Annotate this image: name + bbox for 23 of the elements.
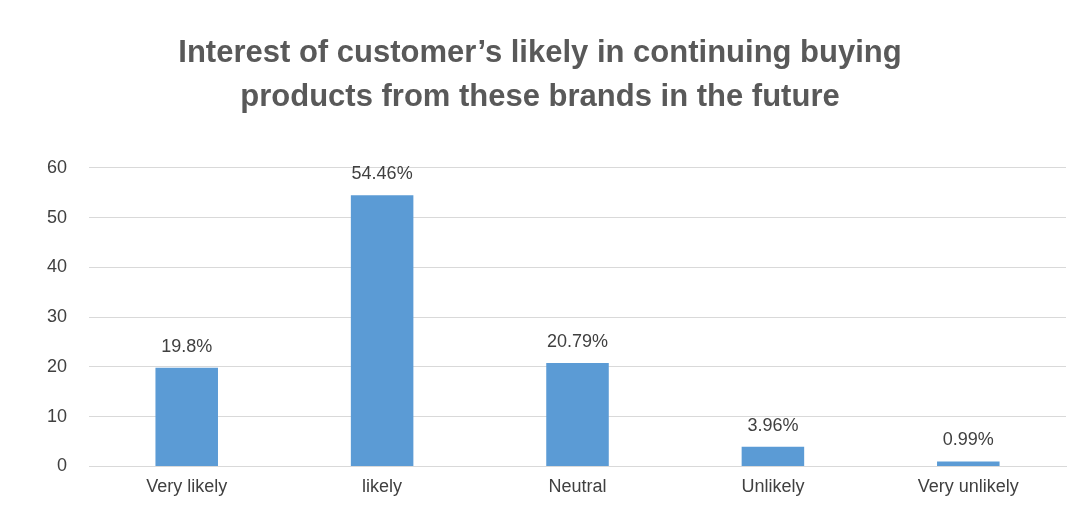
bar bbox=[155, 367, 218, 466]
y-tick-label: 30 bbox=[46, 306, 68, 327]
data-label: 20.79% bbox=[546, 330, 609, 351]
bar bbox=[350, 195, 414, 466]
y-tick-label: 60 bbox=[46, 156, 68, 177]
y-tick-label: 20 bbox=[46, 355, 68, 376]
data-label: 19.8% bbox=[161, 335, 213, 356]
chart-title: Interest of customer’s likely in continuing buying products from these brands in the future bbox=[177, 33, 903, 115]
bar bbox=[937, 461, 1000, 466]
data-label: 54.46% bbox=[351, 163, 413, 184]
data-label: 3.96% bbox=[747, 414, 799, 435]
x-tick-label: likely bbox=[362, 476, 403, 497]
x-tick-label: Very unlikely bbox=[917, 476, 1019, 497]
bar bbox=[546, 362, 609, 466]
x-tick-label: Neutral bbox=[548, 476, 607, 497]
y-tick-label: 50 bbox=[46, 206, 68, 227]
y-tick-label: 10 bbox=[46, 405, 68, 426]
y-tick-label: 40 bbox=[46, 256, 68, 277]
y-tick-label: 0 bbox=[57, 455, 68, 476]
bar bbox=[741, 446, 805, 466]
data-label: 0.99% bbox=[942, 429, 994, 450]
x-tick-label: Very likely bbox=[146, 476, 228, 497]
x-tick-label: Unlikely bbox=[741, 476, 805, 497]
